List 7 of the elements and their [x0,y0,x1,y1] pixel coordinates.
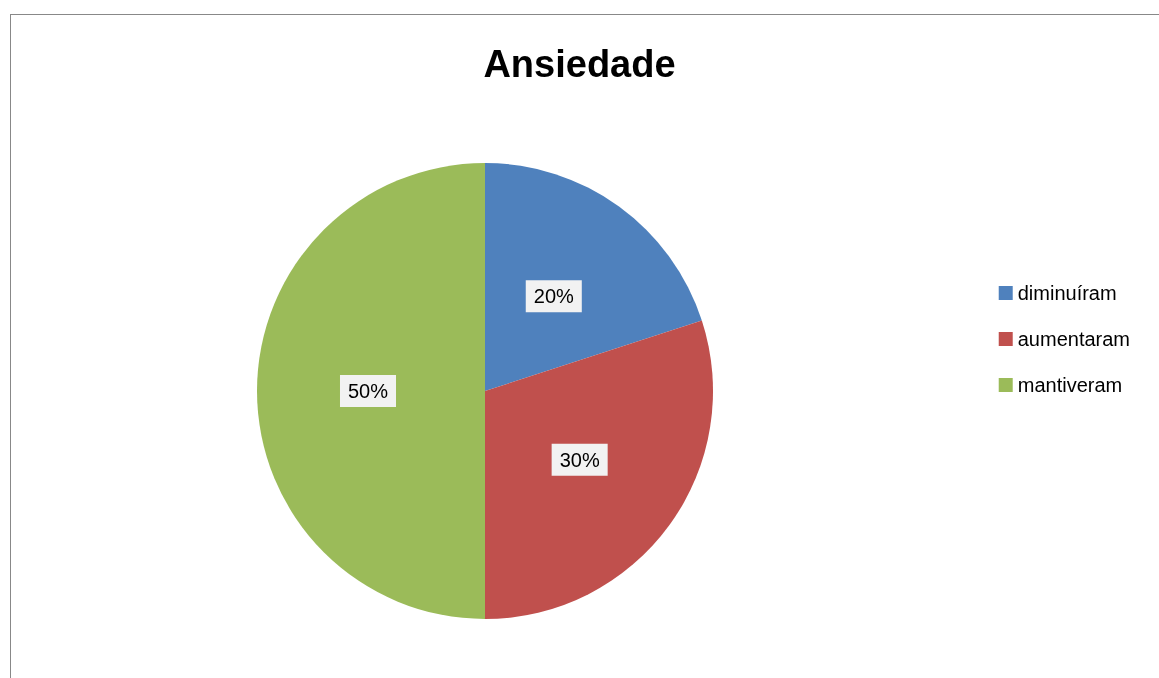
data-label: 30% [559,448,600,471]
data-label: 20% [533,285,574,308]
legend-label: aumentaram [1017,328,1131,350]
chart-title: Ansiedade [483,43,676,85]
legend-label: mantiveram [1017,374,1123,396]
data-label: 50% [347,380,389,402]
legend-label: diminuíram [1017,282,1117,304]
